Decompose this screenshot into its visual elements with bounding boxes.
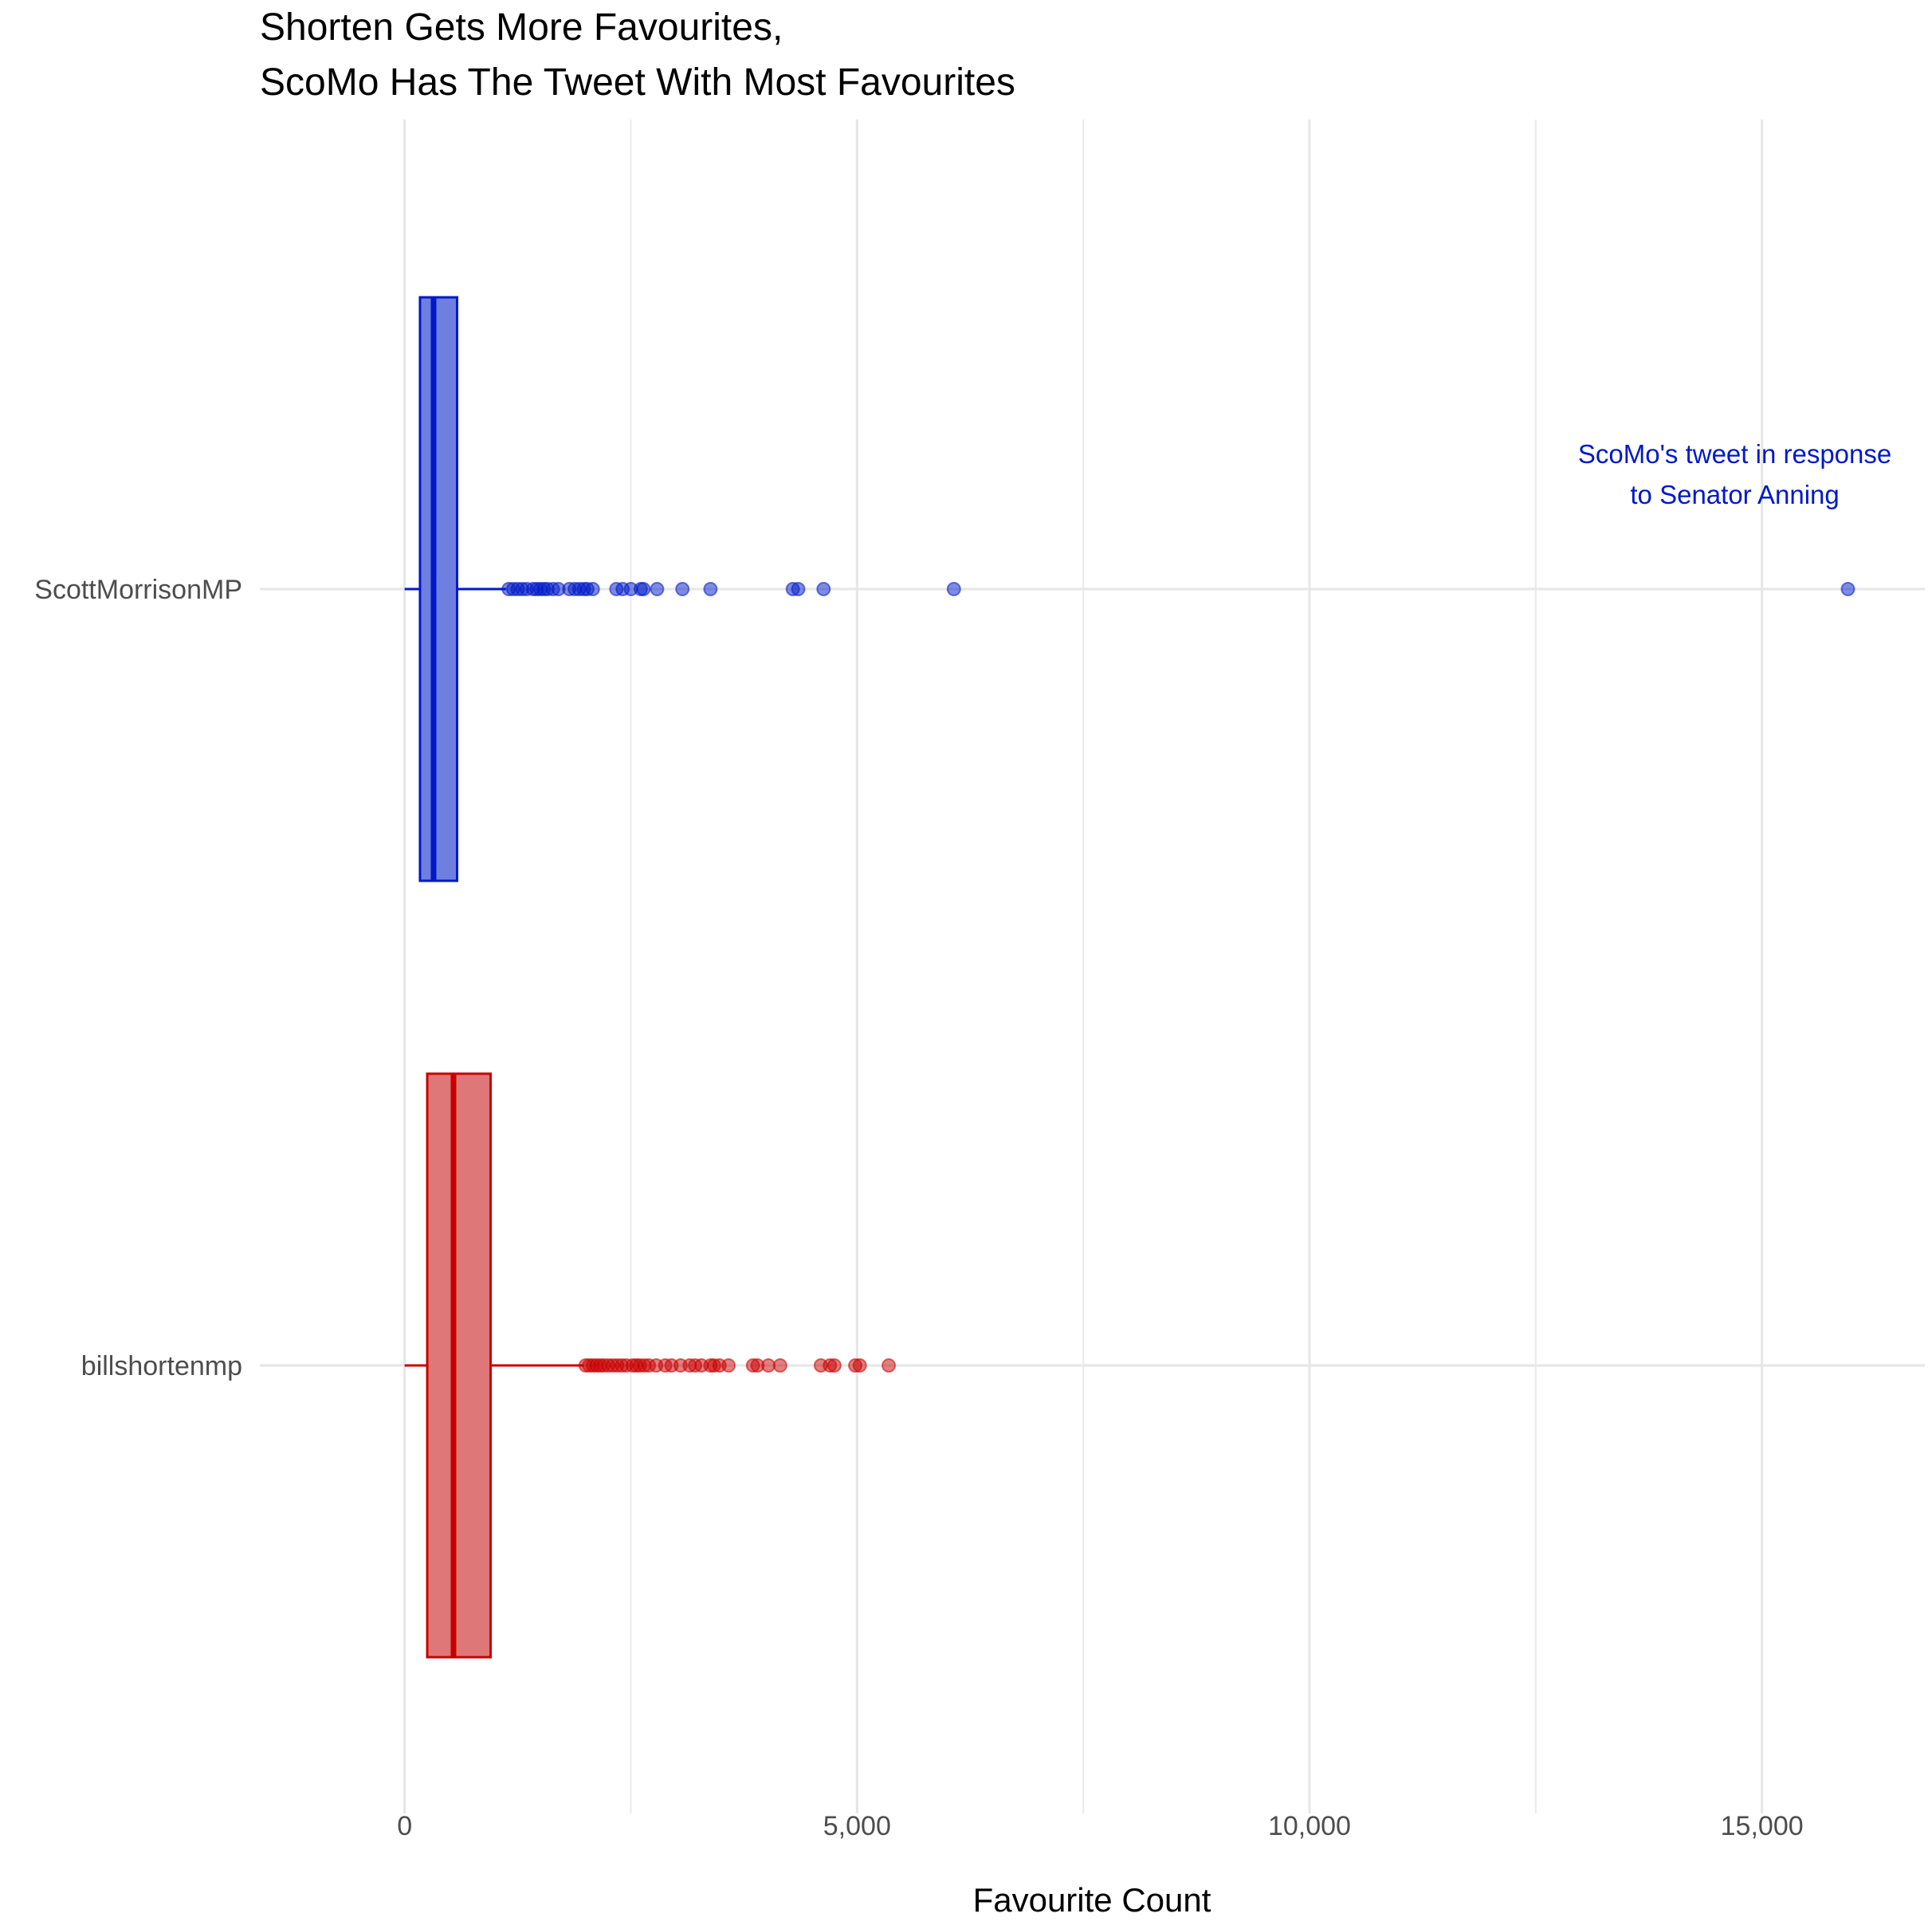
outlier-point (585, 582, 600, 596)
outlier-point (772, 1358, 787, 1373)
outlier-point (852, 1358, 867, 1373)
annotations: ScoMo's tweet in response to Senator Anni… (1578, 439, 1891, 509)
x-tick-labels: 0 5,000 10,000 15,000 (397, 1811, 1803, 1841)
outlier-point (721, 1358, 736, 1373)
gridlines (260, 120, 1925, 1813)
outlier-point (703, 582, 718, 596)
chart-title-line-1: Shorten Gets More Favourites, (260, 6, 783, 49)
x-tick-label: 10,000 (1268, 1811, 1351, 1841)
outlier-point (791, 582, 806, 596)
category-label: billshortenmp (81, 1351, 242, 1381)
outlier-point (827, 1358, 842, 1373)
box (426, 1072, 493, 1659)
outlier-point (650, 582, 665, 596)
boxplots (404, 296, 584, 1659)
outlier-point (675, 582, 690, 596)
outlier-point (816, 582, 831, 596)
outlier-point (761, 1358, 776, 1373)
annotation-line: ScoMo's tweet in response (1578, 439, 1891, 469)
x-axis-title: Favourite Count (973, 1881, 1211, 1919)
x-tick-label: 5,000 (823, 1811, 891, 1841)
x-tick-label: 15,000 (1721, 1811, 1804, 1841)
outlier-point (1840, 582, 1855, 596)
outlier-points (501, 582, 1855, 1373)
x-tick-label: 0 (397, 1811, 412, 1841)
outlier-point (946, 582, 961, 596)
outlier-point (882, 1358, 897, 1373)
category-label: ScottMorrisonMP (34, 575, 242, 605)
chart-title-line-2: ScoMo Has The Tweet With Most Favourites (260, 61, 1015, 104)
outlier-point (636, 582, 651, 596)
category-labels: ScottMorrisonMP billshortenmp (34, 575, 242, 1381)
box (418, 296, 459, 882)
annotation-line: to Senator Anning (1630, 480, 1839, 509)
